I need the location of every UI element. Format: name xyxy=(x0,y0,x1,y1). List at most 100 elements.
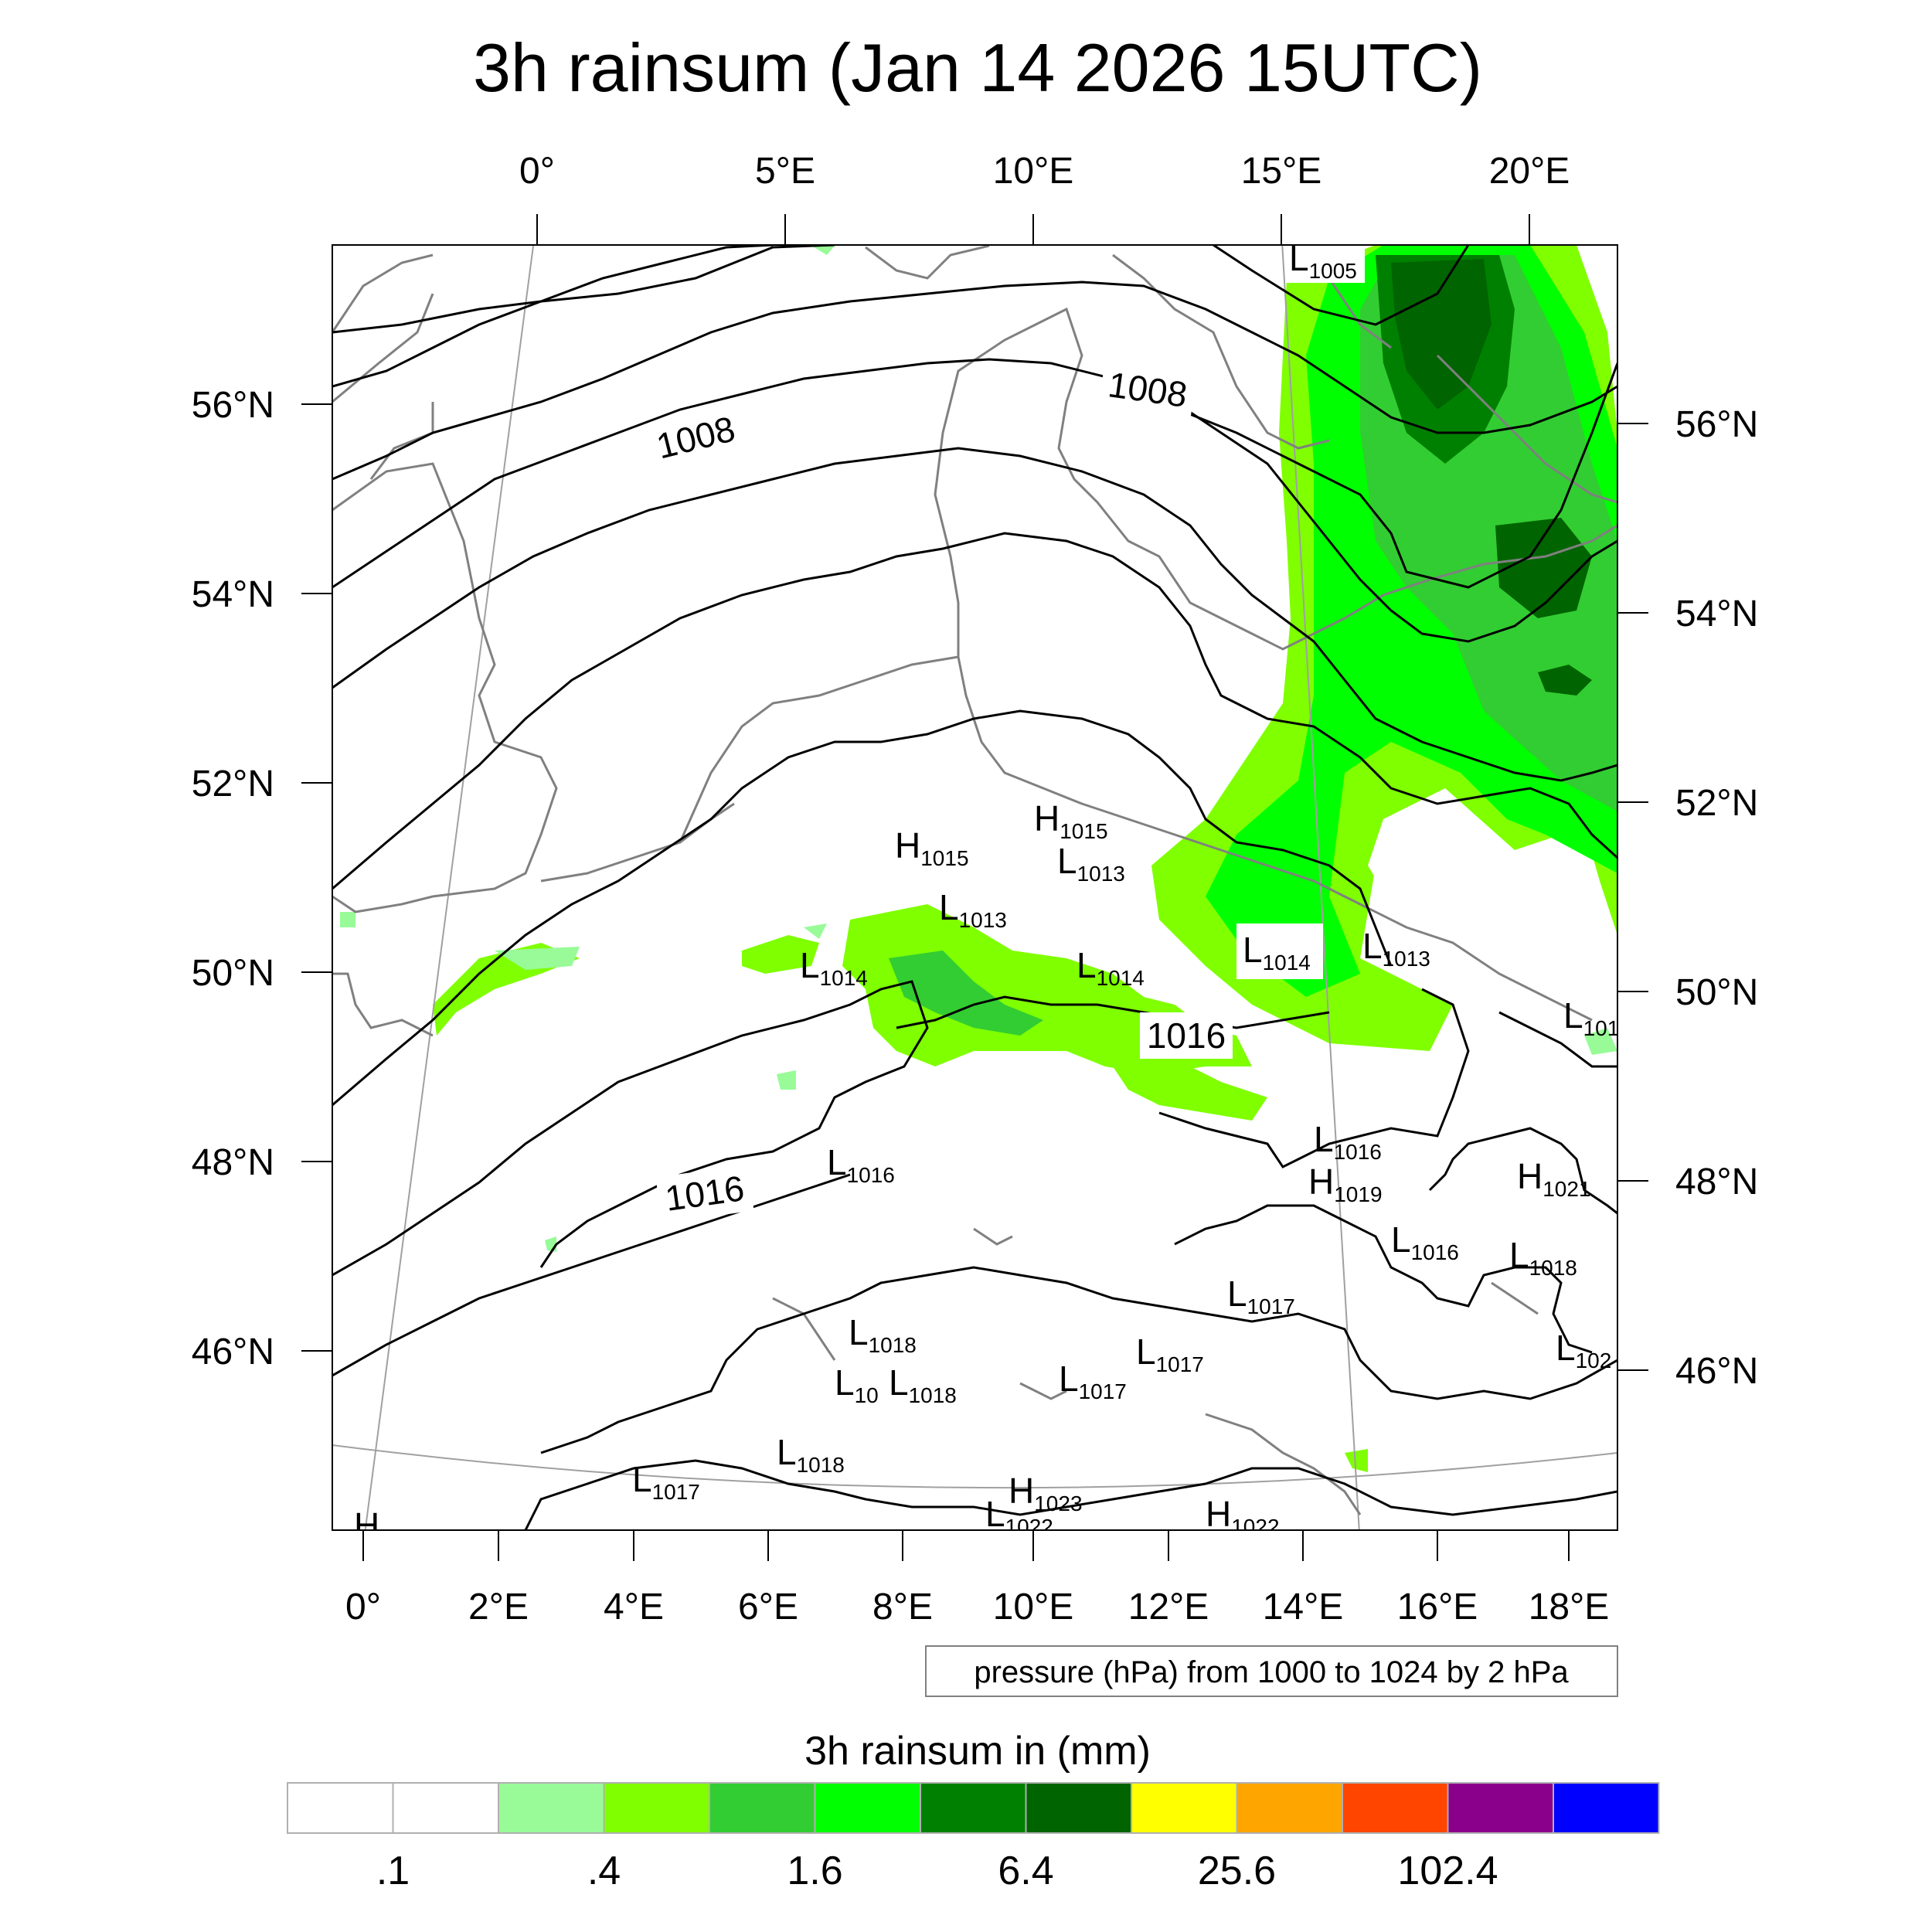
pressure-center-low: L1016 xyxy=(827,1142,895,1187)
colorbar: 3h rainsum in (mm) .1 .4 1.6 6.4 25.6 102.4 xyxy=(287,1729,1660,1893)
lon-label-top: 5°E xyxy=(755,151,815,192)
pressure-center-low: L1018 xyxy=(849,1312,917,1357)
lon-label-bottom: 0° xyxy=(345,1587,381,1628)
isobar-1014 xyxy=(332,532,1617,890)
lon-label-bottom: 8°E xyxy=(872,1587,933,1628)
lat-label-left: 54°N xyxy=(192,574,274,615)
pressure-center-low: L1016 xyxy=(1391,1219,1459,1264)
colorbar-box xyxy=(498,1782,605,1834)
pressure-center-low: L1005 xyxy=(1286,238,1365,283)
isobar-alps-south xyxy=(524,1459,1617,1530)
pressure-center-low: L1017 xyxy=(1136,1332,1204,1376)
pressure-center-low: L101 xyxy=(1563,995,1619,1040)
rain-patch-small-6 xyxy=(811,246,835,255)
rain-gap-white xyxy=(1368,804,1437,904)
isobar-1012 xyxy=(332,447,1617,782)
rain-patch-east-darkest xyxy=(1538,665,1592,696)
svg-text:L1016: L1016 xyxy=(827,1142,895,1187)
colorbar-box xyxy=(709,1782,816,1834)
svg-text:L1005: L1005 xyxy=(1289,238,1357,283)
map-border xyxy=(332,244,1618,1531)
rain-patch-channel-pale xyxy=(495,947,580,970)
isobar-east xyxy=(1158,988,1617,1168)
pressure-center-low: L1014 xyxy=(1236,923,1323,979)
pressure-center-low: L1013 xyxy=(939,887,1007,932)
svg-text:L1018: L1018 xyxy=(849,1312,917,1357)
pressure-center-low: L1014 xyxy=(1077,945,1145,990)
meridian-15e xyxy=(1281,245,1360,1530)
pressure-center-low: L102 xyxy=(1556,1328,1611,1372)
top-lon-labels: 0° 5°E 10°E 15°E 20°E xyxy=(519,151,1570,192)
pressure-center-low: L1017 xyxy=(1227,1274,1295,1318)
isobar-east-2 xyxy=(1174,1204,1593,1354)
pressure-center-high: H1015 xyxy=(895,825,969,870)
pressure-center-high: H1019 xyxy=(1308,1162,1383,1206)
colorbar-box xyxy=(287,1782,394,1834)
svg-text:L10: L10 xyxy=(835,1362,879,1407)
svg-text:H1021: H1021 xyxy=(1517,1156,1591,1201)
colorbar-label: 102.4 xyxy=(1397,1849,1498,1893)
colorbar-boxes xyxy=(287,1782,1660,1834)
pressure-info-box: pressure (hPa) from 1000 to 1024 by 2 hP… xyxy=(925,1645,1618,1697)
colorbar-box xyxy=(1447,1782,1554,1834)
lat-label-left: 48°N xyxy=(192,1142,274,1183)
rain-patch-small-5 xyxy=(340,912,355,927)
colorbar-box xyxy=(920,1782,1027,1834)
svg-text:L101: L101 xyxy=(1563,995,1619,1040)
border-central xyxy=(957,656,1593,1022)
colorbar-box xyxy=(1342,1782,1449,1834)
svg-text:L1017: L1017 xyxy=(1136,1332,1204,1376)
isobar-1016 xyxy=(332,709,1393,1107)
colorbar-label: 6.4 xyxy=(998,1849,1053,1893)
rain-patch-small-1 xyxy=(777,1070,796,1090)
isobar-1020 xyxy=(332,1173,851,1377)
colorbar-label: 1.6 xyxy=(787,1849,842,1893)
contour-label: 1016 xyxy=(1147,1015,1226,1056)
svg-text:L1017: L1017 xyxy=(1227,1274,1295,1318)
isobar-1004 xyxy=(1158,362,1617,589)
colorbar-labels: .1 .4 1.6 6.4 25.6 102.4 xyxy=(376,1849,1498,1893)
colorbar-label: 25.6 xyxy=(1198,1849,1276,1893)
isobar-1000-north xyxy=(1213,245,1470,326)
pressure-center-low: L1014 xyxy=(800,945,868,990)
lat-label-right: 54°N xyxy=(1675,594,1758,634)
pressure-center-low: L1018 xyxy=(1509,1235,1577,1280)
pressure-center-high: H1021 xyxy=(1517,1156,1591,1201)
pressure-center-low: L1022 xyxy=(985,1494,1053,1530)
lon-label-bottom: 16°E xyxy=(1397,1587,1478,1628)
rain-core-baltic-darkest xyxy=(1495,518,1592,618)
lat-label-right: 52°N xyxy=(1675,783,1758,824)
lon-label-bottom: 4°E xyxy=(604,1587,664,1628)
pressure-center-low: L1013 xyxy=(1362,926,1430,971)
rain-core-north-darkest xyxy=(1391,259,1492,410)
svg-text:H: H xyxy=(354,1505,379,1546)
lon-label-top: 0° xyxy=(519,151,555,192)
svg-text:L1016: L1016 xyxy=(1314,1119,1382,1164)
meridian-0 xyxy=(364,245,535,1530)
pressure-center-high: H xyxy=(354,1505,379,1546)
graticule xyxy=(332,245,1617,1530)
lon-label-top: 20°E xyxy=(1489,151,1570,192)
pressure-centers: L1005 H1015 H1015 L1013 L1013 L1014 L101… xyxy=(354,238,1619,1546)
isobar-east-3 xyxy=(1428,1127,1617,1215)
pressure-center-low: L1013 xyxy=(1057,841,1125,886)
lon-label-bottom: 2°E xyxy=(468,1587,529,1628)
tick-marks xyxy=(301,214,1648,1561)
isobar-1016-central xyxy=(896,995,1330,1029)
svg-text:L1014: L1014 xyxy=(1077,945,1145,990)
pressure-center-low: L1017 xyxy=(632,1459,700,1504)
lat-label-left: 52°N xyxy=(192,764,274,804)
lon-label-bottom: 12°E xyxy=(1128,1587,1209,1628)
pressure-center-low: L10 xyxy=(835,1362,879,1407)
pressure-center-low: L1018 xyxy=(777,1432,845,1477)
pressure-center-high: H1022 xyxy=(1206,1494,1280,1530)
lon-label-bottom: 10°E xyxy=(993,1587,1074,1628)
svg-text:L1017: L1017 xyxy=(632,1459,700,1504)
rain-patch-west-light xyxy=(742,935,819,974)
coast-adriatic xyxy=(1205,1413,1362,1515)
svg-text:H1015: H1015 xyxy=(1034,798,1108,843)
left-lat-labels: 56°N 54°N 52°N 50°N 48°N 46°N xyxy=(192,385,274,1372)
svg-text:H1015: H1015 xyxy=(895,825,969,870)
pressure-center-low: L1017 xyxy=(1059,1359,1127,1403)
